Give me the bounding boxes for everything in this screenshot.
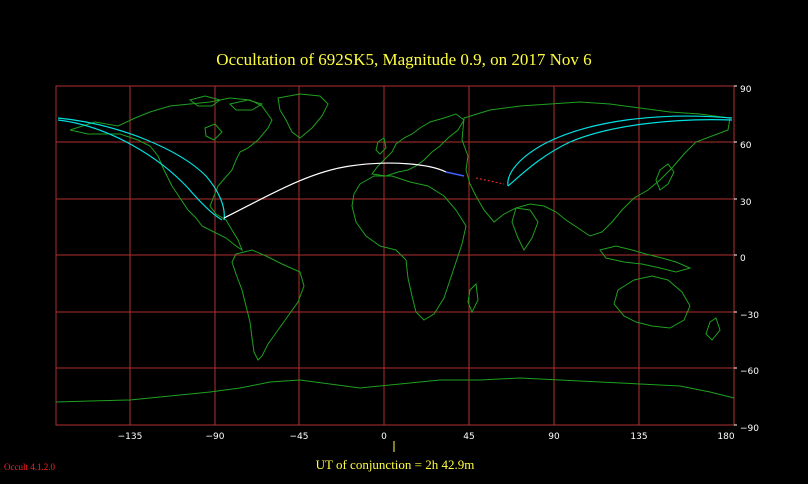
path-limit-west-outer (57, 117, 225, 221)
path-limit-east-outer (507, 115, 733, 187)
coast-japan (655, 163, 675, 191)
daylight-segment (475, 177, 505, 185)
map-title: Occultation of 692SK5, Magnitude 0.9, on… (216, 50, 592, 69)
coast-southeast-asia-islands (599, 245, 692, 273)
lon-tick-label: 135 (630, 432, 647, 442)
coast-europe (371, 113, 465, 177)
lat-tick-label: −60 (740, 367, 759, 377)
center-line-end-segment (445, 171, 465, 177)
coast-africa (351, 175, 467, 321)
lon-tick-label: 90 (548, 432, 560, 442)
path-limit-west-inner (57, 119, 223, 221)
lat-tick-label: −30 (740, 311, 759, 321)
occultation-path (57, 115, 733, 221)
coast-madagascar (467, 282, 479, 314)
coast-arctic-islands (188, 95, 264, 111)
coast-greenland (277, 93, 329, 139)
coastlines (55, 93, 735, 403)
coast-asia (461, 101, 731, 237)
lat-tick-label: 60 (740, 141, 752, 151)
lat-tick-label: 0 (740, 254, 746, 264)
lon-tick-label: 0 (381, 432, 387, 442)
coast-india (511, 207, 539, 251)
coast-south-america (231, 249, 305, 361)
lon-tick-label: 45 (463, 432, 474, 442)
ut-conjunction-label: UT of conjunction = 2h 42.9m (315, 457, 475, 472)
path-limit-east-inner (507, 119, 733, 187)
lat-tick-label: 90 (740, 85, 752, 95)
lon-tick-label: 180 (717, 432, 734, 442)
coast-antarctica (55, 377, 735, 403)
longitude-labels: −135 −90 −45 0 45 90 135 180 (118, 432, 735, 442)
lon-tick-label: −135 (118, 432, 143, 442)
lon-tick-label: −45 (290, 432, 309, 442)
lat-tick-label: −90 (740, 424, 759, 434)
graticule (56, 86, 734, 425)
coast-north-america (69, 97, 273, 252)
version-label: Occult 4.1.2.0 (4, 462, 55, 472)
latitude-labels: 90 60 30 0 −30 −60 −90 (740, 85, 759, 434)
coast-britain (375, 137, 387, 155)
center-line (223, 162, 447, 219)
lon-tick-label: −90 (206, 432, 225, 442)
lat-tick-marks (734, 85, 737, 426)
lat-tick-label: 30 (740, 198, 752, 208)
coast-hudson-bay (204, 123, 223, 141)
coast-australia (613, 275, 691, 329)
coast-new-zealand (705, 317, 721, 341)
